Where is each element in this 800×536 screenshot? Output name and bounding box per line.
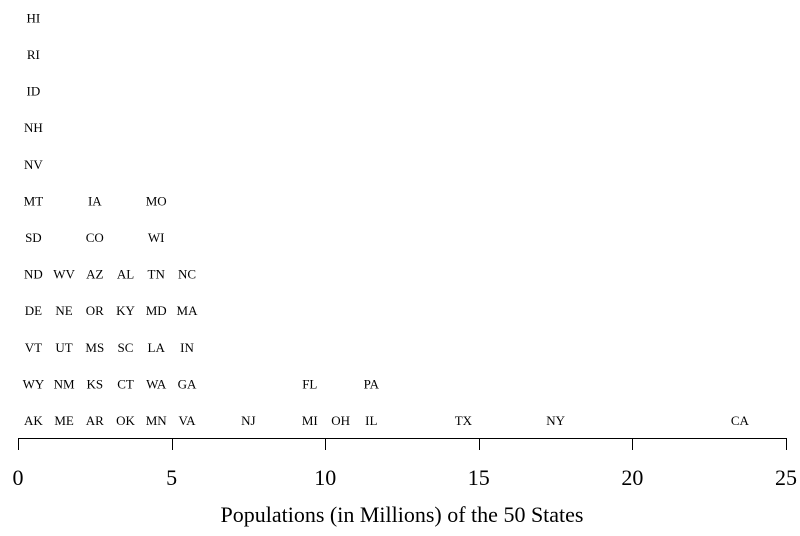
point-ca: CA [731,413,750,428]
x-tick-label-15: 15 [468,465,490,490]
point-wv: WV [53,267,75,282]
point-sd: SD [25,230,42,245]
point-de: DE [25,303,42,318]
point-nj: NJ [241,413,255,428]
point-id: ID [27,84,41,99]
point-mn: MN [146,413,168,428]
point-ak: AK [24,413,43,428]
point-wa: WA [146,376,167,391]
point-ri: RI [27,47,40,62]
point-me: ME [54,413,74,428]
x-axis-ticks: 0 5 10 15 20 25 [13,438,797,490]
point-il: IL [365,413,377,428]
point-nh: NH [24,120,43,135]
point-ms: MS [85,340,104,355]
point-vt: VT [25,340,42,355]
point-or: OR [86,303,104,318]
point-nm: NM [54,376,75,391]
data-points: AK ME AR OK MN VA NJ MI OH IL TX NY CA WY NM KS CT WA GA FL… [23,10,750,428]
x-axis-title: Populations (in Millions) of the 50 Stat… [221,502,584,527]
point-wi: WI [148,230,165,245]
x-tick-label-25: 25 [775,465,797,490]
point-ia: IA [88,193,102,208]
point-ky: KY [116,303,135,318]
x-tick-label-20: 20 [621,465,643,490]
point-ar: AR [86,413,104,428]
point-tx: TX [455,413,473,428]
x-tick-label-0: 0 [13,465,24,490]
point-mo: MO [146,193,167,208]
x-tick-label-5: 5 [166,465,177,490]
point-hi: HI [27,10,41,25]
point-in: IN [180,340,194,355]
point-ct: CT [117,376,134,391]
point-ks: KS [86,376,103,391]
point-md: MD [146,303,167,318]
point-nc: NC [178,267,196,282]
point-ne: NE [55,303,72,318]
point-oh: OH [331,413,350,428]
point-tn: TN [148,267,166,282]
point-la: LA [148,340,166,355]
point-ut: UT [55,340,72,355]
point-al: AL [117,267,134,282]
x-tick-label-10: 10 [314,465,336,490]
point-nv: NV [24,157,43,172]
point-sc: SC [118,340,134,355]
point-pa: PA [364,376,380,391]
point-ok: OK [116,413,135,428]
point-az: AZ [86,267,103,282]
point-co: CO [86,230,104,245]
point-ma: MA [177,303,199,318]
point-wy: WY [23,376,45,391]
point-nd: ND [24,267,43,282]
point-va: VA [178,413,196,428]
point-fl: FL [302,376,317,391]
point-mi: MI [302,413,318,428]
point-ga: GA [178,376,197,391]
point-mt: MT [24,193,44,208]
point-ny: NY [546,413,565,428]
